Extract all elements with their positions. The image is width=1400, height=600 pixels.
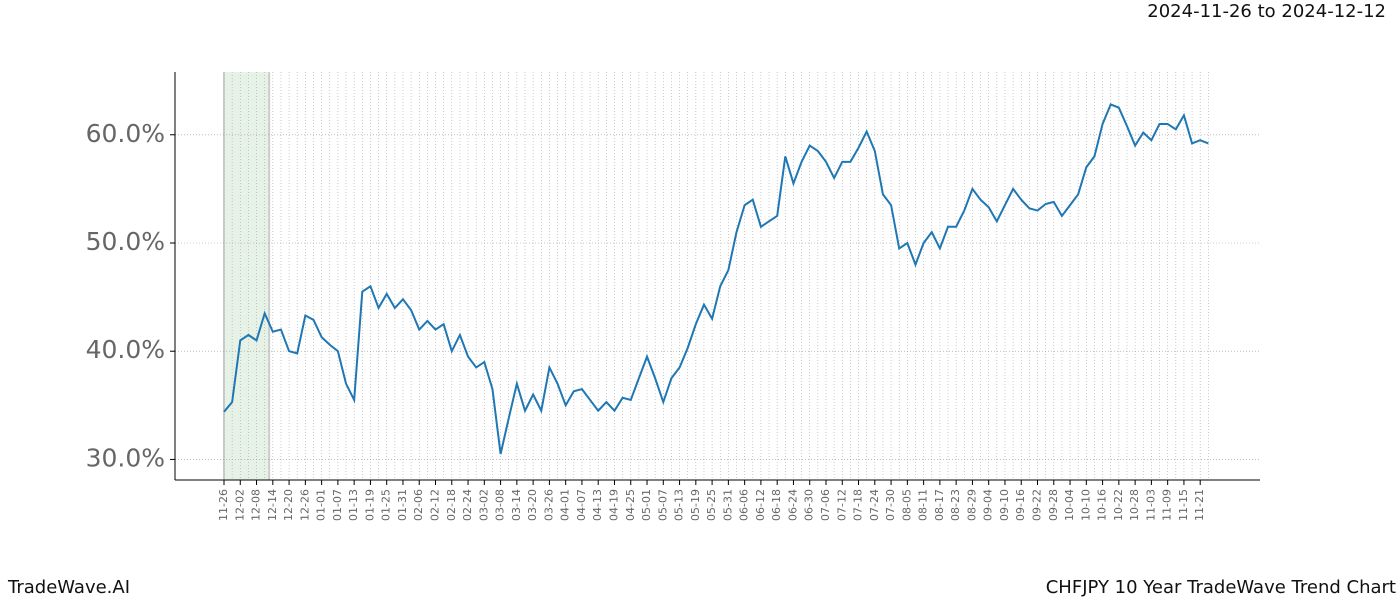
x-tick-label: 04-01 bbox=[559, 489, 572, 521]
x-tick-label: 06-30 bbox=[803, 489, 816, 521]
x-tick-label: 11-21 bbox=[1193, 489, 1206, 521]
x-tick-label: 01-25 bbox=[380, 489, 393, 521]
x-tick-label: 09-22 bbox=[1031, 489, 1044, 521]
x-tick-label: 03-26 bbox=[542, 489, 555, 521]
x-tick-label: 09-04 bbox=[982, 489, 995, 521]
x-tick-label: 10-16 bbox=[1096, 489, 1109, 521]
x-tick-label: 02-06 bbox=[412, 489, 425, 521]
x-tick-label: 06-06 bbox=[738, 489, 751, 521]
x-tick-label: 05-01 bbox=[640, 489, 653, 521]
highlight-band bbox=[224, 72, 270, 480]
x-tick-label: 12-20 bbox=[282, 489, 295, 521]
x-tick-label: 08-05 bbox=[900, 489, 913, 521]
x-tick-label: 11-09 bbox=[1161, 489, 1174, 521]
x-tick-label: 08-23 bbox=[949, 489, 962, 521]
x-tick-label: 06-18 bbox=[770, 489, 783, 521]
x-tick-label: 10-04 bbox=[1063, 489, 1076, 521]
x-tick-label: 08-17 bbox=[933, 489, 946, 521]
x-tick-label: 10-22 bbox=[1112, 489, 1125, 521]
x-tick-label: 03-20 bbox=[526, 489, 539, 521]
x-tick-label: 08-11 bbox=[917, 489, 930, 521]
x-tick-label: 02-12 bbox=[429, 489, 442, 521]
x-tick-label: 03-02 bbox=[477, 489, 490, 521]
x-tick-label: 05-13 bbox=[673, 489, 686, 521]
y-tick-label: 50.0% bbox=[86, 227, 165, 256]
x-tick-label: 06-24 bbox=[786, 489, 799, 521]
x-tick-label: 08-29 bbox=[965, 489, 978, 521]
x-tick-label: 03-08 bbox=[494, 489, 507, 521]
x-tick-label: 04-13 bbox=[591, 489, 604, 521]
y-tick-label: 30.0% bbox=[86, 443, 165, 472]
x-tick-label: 02-24 bbox=[461, 489, 474, 521]
x-tick-label: 05-07 bbox=[656, 489, 669, 521]
x-tick-label: 07-18 bbox=[852, 489, 865, 521]
x-tick-label: 07-30 bbox=[884, 489, 897, 521]
x-tick-label: 03-14 bbox=[510, 489, 523, 521]
x-tick-label: 09-28 bbox=[1047, 489, 1060, 521]
x-tick-label: 12-26 bbox=[298, 489, 311, 521]
x-tick-label: 05-31 bbox=[721, 489, 734, 521]
x-tick-label: 11-15 bbox=[1177, 489, 1190, 521]
x-tick-label: 10-28 bbox=[1128, 489, 1141, 521]
x-tick-label: 11-03 bbox=[1144, 489, 1157, 521]
x-tick-label: 05-25 bbox=[705, 489, 718, 521]
x-tick-label: 12-08 bbox=[250, 489, 263, 521]
x-tick-label: 04-19 bbox=[607, 489, 620, 521]
x-tick-label: 11-26 bbox=[217, 489, 230, 521]
brand: TradeWave.AI bbox=[7, 577, 130, 598]
x-tick-label: 01-13 bbox=[347, 489, 360, 521]
x-tick-label: 06-12 bbox=[754, 489, 767, 521]
x-tick-label: 04-25 bbox=[624, 489, 637, 521]
line-series bbox=[223, 103, 1209, 455]
x-tick-label: 07-06 bbox=[819, 489, 832, 521]
x-tick-label: 09-16 bbox=[1014, 489, 1027, 521]
x-tick-label: 01-31 bbox=[396, 489, 409, 521]
x-tick-label: 01-01 bbox=[315, 489, 328, 521]
x-tick-label: 12-14 bbox=[266, 489, 279, 521]
x-tick-label: 01-19 bbox=[363, 489, 376, 521]
date-range: 2024-11-26 to 2024-12-12 bbox=[1147, 1, 1386, 22]
y-tick-label: 60.0% bbox=[86, 119, 165, 148]
x-tick-label: 01-07 bbox=[331, 489, 344, 521]
x-tick-label: 04-07 bbox=[575, 489, 588, 521]
y-tick-label: 40.0% bbox=[86, 335, 165, 364]
x-tick-label: 07-12 bbox=[835, 489, 848, 521]
x-tick-label: 02-18 bbox=[445, 489, 458, 521]
x-tick-label: 12-02 bbox=[233, 489, 246, 521]
chart-title: CHFJPY 10 Year TradeWave Trend Chart bbox=[1046, 577, 1396, 598]
x-tick-label: 07-24 bbox=[868, 489, 881, 521]
x-tick-label: 09-10 bbox=[998, 489, 1011, 521]
x-tick-label: 10-10 bbox=[1079, 489, 1092, 521]
x-tick-label: 05-19 bbox=[689, 489, 702, 521]
